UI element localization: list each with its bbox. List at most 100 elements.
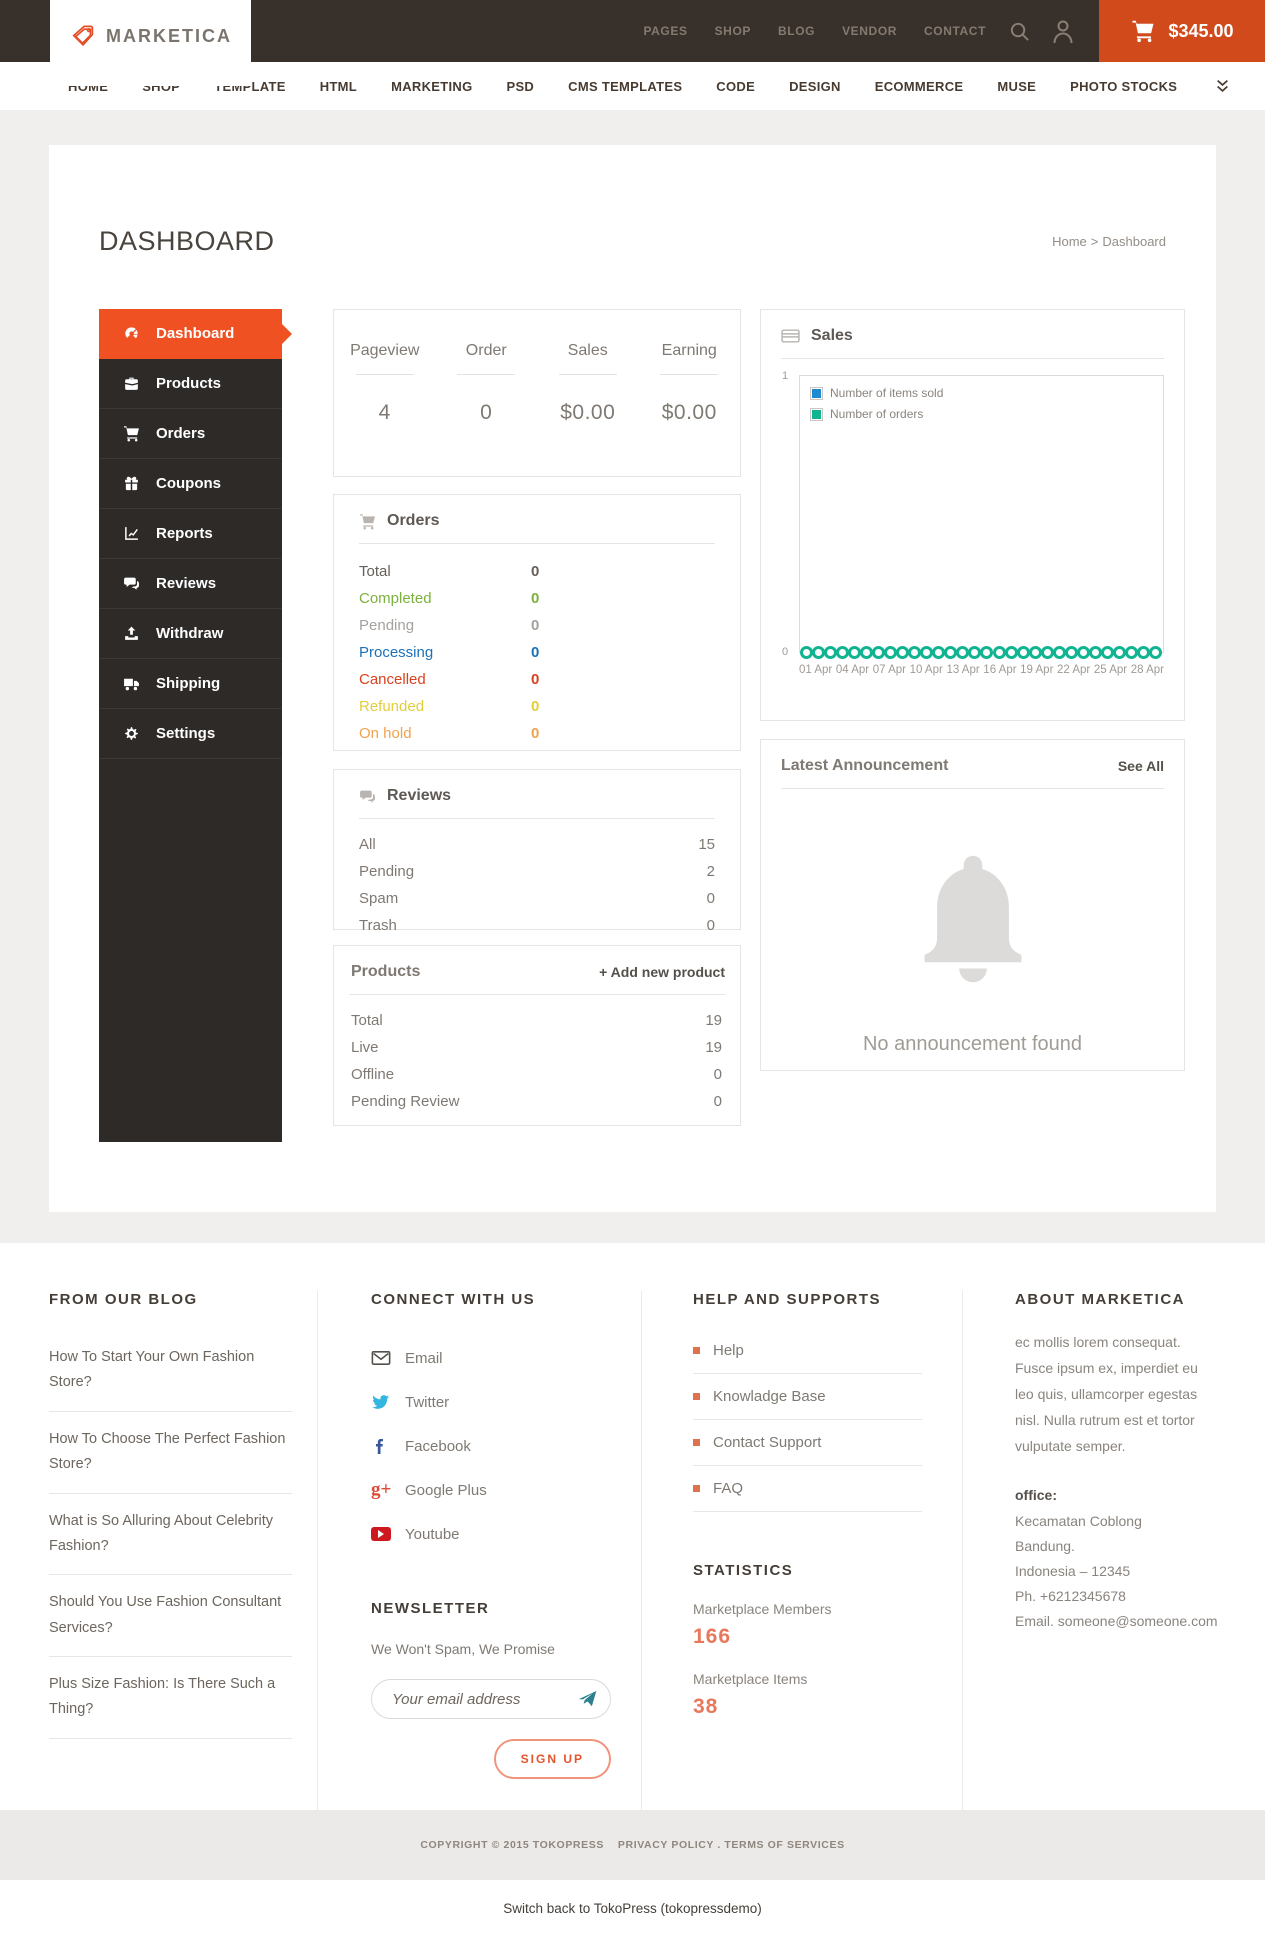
sidebar-item-orders[interactable]: Orders [99,409,282,459]
add-new-product-link[interactable]: + Add new product [599,964,725,980]
product-filter-label[interactable]: Live [351,1039,379,1056]
x-tick-label: 25 Apr [1093,664,1128,676]
review-filter-label[interactable]: Trash [359,917,397,934]
square-bullet-icon [693,1439,700,1446]
breadcrumb-home[interactable]: Home [1052,234,1087,249]
review-filter-row: Pending 2 [359,858,715,885]
social-link-facebook[interactable]: Facebook [371,1424,611,1468]
panel-title: Reviews [387,787,452,804]
brand-name: MARKETICA [106,25,232,46]
legal-links[interactable]: PRIVACY POLICY . TERMS OF SERVICES [617,1839,845,1851]
sidebar-item-withdraw[interactable]: Withdraw [99,609,282,659]
topnav-blog[interactable]: BLOG [778,24,816,38]
chart-point [824,646,838,659]
empty-announcement-message: No announcement found [862,1033,1083,1055]
product-filter-label[interactable]: Offline [351,1066,395,1083]
blog-post-link[interactable]: What is So Alluring About Celebrity Fash… [49,1494,292,1576]
review-filter-label[interactable]: All [359,836,376,853]
about-text: ec mollis lorem consequat. Fusce ipsum e… [1015,1334,1198,1454]
newsletter-email-input[interactable] [371,1679,611,1719]
blog-post-link[interactable]: How To Start Your Own Fashion Store? [49,1330,292,1412]
help-link[interactable]: Knowladge Base [693,1374,922,1420]
help-label: Help [713,1342,744,1359]
paper-plane-icon[interactable] [578,1690,597,1707]
social-link-email[interactable]: Email [371,1336,611,1380]
sidebar-item-reviews[interactable]: Reviews [99,559,282,609]
products-panel: Products + Add new product Total 19 Live… [333,945,741,1126]
credit-card-icon [781,329,800,343]
help-label: Knowladge Base [713,1388,826,1405]
sales-chart: 1 0 Number of items sold Number of [782,370,1164,676]
sidebar-item-settings[interactable]: Settings [99,709,282,759]
nav-code[interactable]: CODE [716,78,756,94]
order-status-label[interactable]: On hold [359,725,412,742]
product-filter-label[interactable]: Total [351,1012,383,1029]
order-status-row: Processing 0 [359,639,715,666]
social-label: Google Plus [405,1481,487,1499]
sidebar-item-coupons[interactable]: Coupons [99,459,282,509]
help-link[interactable]: Help [693,1328,922,1374]
chart-point [884,646,898,659]
review-filter-label[interactable]: Spam [359,890,399,907]
topnav-pages[interactable]: PAGES [643,24,688,38]
footer: FROM OUR BLOG How To Start Your Own Fash… [0,1243,1265,1810]
main-nav: HOME SHOP TEMPLATE HTML MARKETING PSD CM… [0,62,1265,110]
search-icon[interactable] [1008,20,1031,43]
y-tick-label: 0 [782,646,789,658]
switch-back-link[interactable]: Switch back to TokoPress (tokopressdemo) [503,1900,762,1916]
cart-button[interactable]: $345.00 [1099,0,1265,62]
sidebar-item-shipping[interactable]: Shipping [99,659,282,709]
office-label: office: [1015,1487,1057,1504]
product-filter-row: Live 19 [349,1034,725,1061]
review-filter-count: 0 [706,890,715,907]
blog-post-link[interactable]: How To Choose The Perfect Fashion Store? [49,1412,292,1494]
order-status-label[interactable]: Refunded [359,698,425,715]
nav-html[interactable]: HTML [319,78,358,94]
office-line: Kecamatan Coblong [1015,1512,1142,1529]
nav-photo-stocks[interactable]: PHOTO STOCKS [1070,78,1178,94]
order-status-label[interactable]: Pending [359,617,415,634]
user-icon[interactable] [1051,18,1075,44]
order-status-label[interactable]: Cancelled [359,671,426,688]
review-filter-label[interactable]: Pending [359,863,415,880]
see-all-link[interactable]: See All [1117,758,1164,774]
nav-muse[interactable]: MUSE [997,78,1037,94]
topnav-contact[interactable]: CONTACT [924,24,986,38]
chart-points-row [800,646,1162,659]
nav-design[interactable]: DESIGN [789,78,841,94]
topnav-shop[interactable]: SHOP [714,24,751,38]
help-link[interactable]: Contact Support [693,1420,922,1466]
nav-ecommerce[interactable]: ECOMMERCE [874,78,964,94]
blog-post-link[interactable]: Should You Use Fashion Consultant Servic… [49,1575,292,1657]
order-status-label[interactable]: Completed [359,590,432,607]
social-label: Email [405,1349,443,1367]
signup-button[interactable]: SIGN UP [493,1739,611,1779]
blog-post-link[interactable]: Plus Size Fashion: Is There Such a Thing… [49,1657,292,1739]
chart-x-axis: 01 Apr 04 Apr 07 Apr 10 Apr 13 Apr 16 Apr 19 A… [799,664,1164,676]
sidebar-item-reports[interactable]: Reports [99,509,282,559]
sidebar-item-products[interactable]: Products [99,359,282,409]
brand-logo[interactable]: MARKETICA [50,0,251,86]
nav-cms-templates[interactable]: CMS TEMPLATES [568,78,683,94]
topnav-vendor[interactable]: VENDOR [842,24,898,38]
tag-logo-icon [72,25,94,46]
social-link-twitter[interactable]: Twitter [371,1380,611,1424]
x-tick-label: 13 Apr [946,664,980,676]
nav-marketing[interactable]: MARKETING [391,78,473,94]
help-link[interactable]: FAQ [693,1466,922,1512]
stat-value: 0 [480,401,493,424]
chart-point [896,646,910,659]
social-link-youtube[interactable]: Youtube [371,1512,611,1556]
order-status-label[interactable]: Processing [359,644,434,661]
social-link-google-plus[interactable]: g+ Google Plus [371,1468,611,1512]
nav-psd[interactable]: PSD [506,78,535,94]
chart-point [836,646,850,659]
product-filter-label[interactable]: Pending Review [351,1093,460,1110]
stat-earning: Earning $0.00 [639,342,741,476]
office-line: Indonesia – 12345 [1015,1563,1131,1580]
stat-pageview: Pageview 4 [334,342,436,476]
statistics-label: Marketplace Items [693,1671,808,1687]
order-status-label[interactable]: Total [359,563,391,580]
chevron-double-down-icon[interactable] [1216,79,1229,93]
sidebar-item-dashboard[interactable]: Dashboard [99,309,292,359]
